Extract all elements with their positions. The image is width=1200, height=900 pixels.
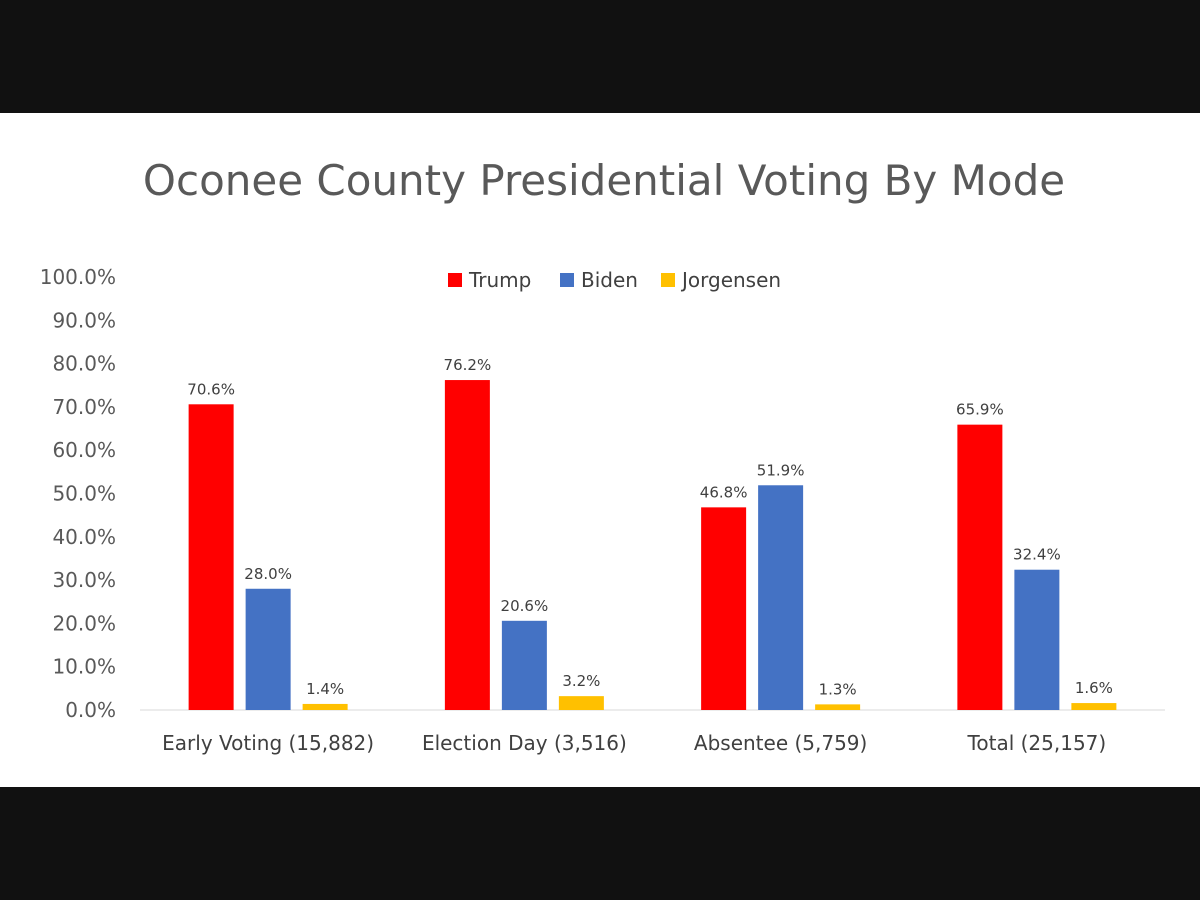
y-tick-label: 0.0%	[65, 698, 116, 722]
bottom-letterbox	[0, 787, 1200, 900]
y-tick-label: 10.0%	[52, 655, 116, 679]
x-axis: Early Voting (15,882) Election Day (3,516…	[162, 731, 1106, 755]
y-tick-label: 60.0%	[52, 438, 116, 462]
legend-label-jorgensen: Jorgensen	[680, 268, 781, 292]
bar-trump-2	[701, 507, 747, 710]
category-label: Election Day (3,516)	[422, 731, 627, 755]
data-label: 20.6%	[501, 597, 549, 615]
chart-title: Oconee County Presidential Voting By Mod…	[143, 156, 1065, 205]
data-label: 28.0%	[244, 565, 292, 583]
data-label: 46.8%	[700, 483, 748, 501]
bar-biden-0	[245, 588, 291, 710]
category-label: Early Voting (15,882)	[162, 731, 374, 755]
data-label: 3.2%	[562, 672, 600, 690]
data-label: 76.2%	[444, 356, 492, 374]
category-label: Total (25,157)	[967, 731, 1107, 755]
legend-swatch-biden	[560, 273, 574, 287]
data-labels: 70.6% 28.0% 1.4% 76.2% 20.6% 3.2% 46.8% 51.9% 1.…	[187, 356, 1113, 698]
y-axis: 0.0% 10.0% 20.0% 30.0% 40.0% 50.0% 60.0% 70.0% 8…	[40, 265, 116, 722]
data-label: 32.4%	[1013, 546, 1061, 564]
bar-jorgensen-1	[558, 696, 604, 710]
data-label: 1.4%	[306, 680, 344, 698]
top-letterbox	[0, 0, 1200, 113]
legend-label-trump: Trump	[468, 268, 531, 292]
bars	[188, 380, 1117, 710]
bar-biden-3	[1014, 569, 1060, 710]
bar-biden-1	[501, 620, 547, 710]
legend-swatch-trump	[448, 273, 462, 287]
legend-swatch-jorgensen	[661, 273, 675, 287]
y-tick-label: 30.0%	[52, 568, 116, 592]
legend-label-biden: Biden	[581, 268, 638, 292]
data-label: 1.3%	[819, 680, 857, 698]
data-label: 1.6%	[1075, 679, 1113, 697]
y-tick-label: 70.0%	[52, 395, 116, 419]
data-label: 70.6%	[187, 380, 235, 398]
bar-trump-1	[444, 380, 490, 710]
y-tick-label: 90.0%	[52, 308, 116, 332]
bar-jorgensen-2	[815, 704, 861, 710]
bar-jorgensen-0	[302, 703, 348, 710]
bar-chart: Oconee County Presidential Voting By Mod…	[40, 156, 1165, 755]
bar-biden-2	[758, 485, 804, 710]
bar-jorgensen-3	[1071, 703, 1117, 710]
data-label: 51.9%	[757, 461, 805, 479]
y-tick-label: 50.0%	[52, 482, 116, 506]
data-label: 65.9%	[956, 401, 1004, 419]
y-tick-label: 80.0%	[52, 352, 116, 376]
y-tick-label: 40.0%	[52, 525, 116, 549]
legend: Trump Biden Jorgensen	[448, 268, 781, 292]
y-tick-label: 20.0%	[52, 611, 116, 635]
bar-trump-3	[957, 424, 1003, 710]
bar-trump-0	[188, 404, 234, 710]
category-label: Absentee (5,759)	[694, 731, 867, 755]
y-tick-label: 100.0%	[40, 265, 116, 289]
